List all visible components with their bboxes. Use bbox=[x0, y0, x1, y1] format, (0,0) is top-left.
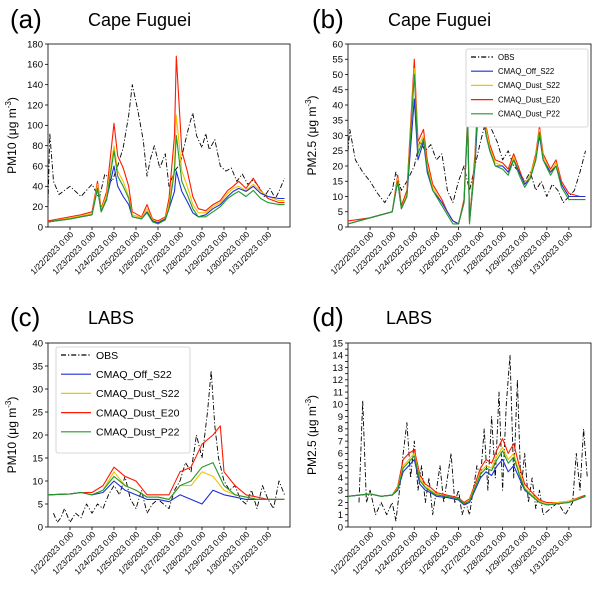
y-tick-label: 5 bbox=[38, 499, 43, 510]
legend-label: CMAQ_Dust_S22 bbox=[96, 388, 180, 400]
y-tick-label: 80 bbox=[32, 141, 43, 152]
legend-label: OBS bbox=[96, 350, 118, 362]
y-tick-label: 40 bbox=[32, 338, 43, 349]
y-tick-label: 20 bbox=[332, 161, 343, 172]
y-tick-label: 60 bbox=[32, 161, 43, 172]
y-tick-label: 11 bbox=[333, 387, 343, 398]
y-tick-label: 4 bbox=[338, 473, 343, 484]
y-axis-label: PM2.5 (μg m-3) bbox=[304, 395, 319, 475]
legend-label: CMAQ_Off_S22 bbox=[96, 369, 172, 381]
y-axis-label: PM2.5 (μg m-3) bbox=[304, 95, 319, 175]
y-tick-label: 40 bbox=[332, 100, 343, 111]
legend-label: CMAQ_Dust_P22 bbox=[498, 110, 560, 119]
series-cmaq-dust-e20 bbox=[48, 425, 285, 500]
panel-label: (d) bbox=[312, 302, 344, 332]
series-cmaq-dust-p22 bbox=[48, 134, 285, 225]
panel-title: Cape Fuguei bbox=[388, 10, 491, 30]
legend-box bbox=[55, 346, 191, 454]
y-tick-label: 30 bbox=[32, 384, 43, 395]
y-tick-label: 160 bbox=[27, 60, 43, 71]
y-tick-label: 55 bbox=[332, 55, 343, 66]
y-tick-label: 13 bbox=[332, 363, 343, 374]
series-cmaq-off-s22 bbox=[48, 480, 285, 505]
y-tick-label: 14 bbox=[332, 351, 343, 362]
series-cmaq-dust-e20 bbox=[348, 438, 586, 504]
y-axis-label: PM10 (μg m-3) bbox=[4, 397, 19, 474]
legend-label: CMAQ_Dust_E20 bbox=[498, 95, 561, 104]
series-cmaq-dust-s22 bbox=[348, 446, 586, 505]
y-tick-label: 30 bbox=[332, 131, 343, 142]
y-tick-label: 0 bbox=[38, 222, 43, 233]
legend-label: CMAQ_Dust_S22 bbox=[498, 81, 560, 90]
legend-label: CMAQ_Off_S22 bbox=[498, 67, 554, 76]
y-tick-label: 140 bbox=[27, 80, 43, 91]
y-tick-label: 10 bbox=[332, 400, 343, 411]
y-tick-label: 20 bbox=[32, 430, 43, 441]
series-cmaq-off-s22 bbox=[348, 458, 586, 506]
y-tick-label: 1 bbox=[338, 510, 343, 521]
panel-label: (b) bbox=[312, 4, 344, 34]
y-tick-label: 180 bbox=[27, 39, 43, 50]
y-tick-label: 0 bbox=[38, 522, 43, 533]
y-tick-label: 8 bbox=[338, 424, 343, 435]
legend-box bbox=[465, 48, 589, 128]
y-tick-label: 15 bbox=[32, 453, 43, 464]
y-tick-label: 25 bbox=[332, 146, 343, 157]
y-tick-label: 0 bbox=[338, 522, 343, 533]
y-tick-label: 9 bbox=[338, 412, 343, 423]
series-obs bbox=[358, 354, 588, 522]
legend-label: CMAQ_Dust_P22 bbox=[96, 427, 180, 439]
y-tick-label: 20 bbox=[32, 202, 43, 213]
y-tick-label: 35 bbox=[332, 116, 343, 127]
y-tick-label: 35 bbox=[32, 361, 43, 372]
y-tick-label: 6 bbox=[338, 449, 343, 460]
y-tick-label: 45 bbox=[332, 85, 343, 96]
y-tick-label: 7 bbox=[338, 436, 343, 447]
y-tick-label: 5 bbox=[338, 207, 343, 218]
y-tick-label: 3 bbox=[338, 486, 343, 497]
series-obs bbox=[348, 119, 586, 204]
y-tick-label: 15 bbox=[332, 177, 343, 188]
y-tick-label: 120 bbox=[27, 100, 43, 111]
panel-1: (b) Cape Fuguei 0 5 10 15 20 25 30 35 40 45 50 55 60 PM… bbox=[304, 4, 592, 277]
series-cmaq-dust-s22 bbox=[48, 114, 285, 223]
y-tick-label: 12 bbox=[332, 375, 343, 386]
panel-title: LABS bbox=[386, 308, 432, 328]
panel-label: (a) bbox=[10, 4, 42, 34]
series-obs bbox=[53, 370, 285, 523]
y-tick-label: 2 bbox=[338, 498, 343, 509]
series-obs bbox=[48, 84, 285, 205]
legend-label: OBS bbox=[498, 53, 514, 62]
y-tick-label: 25 bbox=[32, 407, 43, 418]
legend: OBS CMAQ_Off_S22 CMAQ_Dust_S22 CMAQ_Dust_E2… bbox=[465, 48, 589, 128]
y-tick-label: 10 bbox=[332, 192, 343, 203]
y-tick-label: 40 bbox=[32, 182, 43, 193]
legend-label: CMAQ_Dust_E20 bbox=[96, 407, 180, 419]
panel-0: (a) Cape Fuguei 0 20 40 60 80 100 120 140 160 180 PM… bbox=[4, 4, 291, 277]
y-tick-label: 50 bbox=[332, 70, 343, 81]
legend: OBS CMAQ_Off_S22 CMAQ_Dust_S22 CMAQ_Dust_E2… bbox=[55, 346, 191, 454]
series-cmaq-dust-e20 bbox=[48, 55, 285, 222]
y-tick-label: 10 bbox=[32, 476, 43, 487]
series-cmaq-dust-p22 bbox=[348, 450, 586, 506]
panel-title: LABS bbox=[88, 308, 134, 328]
y-tick-label: 100 bbox=[27, 121, 43, 132]
series-cmaq-dust-p22 bbox=[48, 462, 285, 500]
y-tick-label: 5 bbox=[338, 461, 343, 472]
panel-label: (c) bbox=[10, 302, 40, 332]
y-axis-label: PM10 (μg m-3) bbox=[4, 97, 19, 174]
panel-title: Cape Fuguei bbox=[88, 10, 191, 30]
y-tick-label: 60 bbox=[332, 39, 343, 50]
y-tick-label: 0 bbox=[338, 222, 343, 233]
plot-frame bbox=[47, 43, 291, 228]
y-tick-label: 15 bbox=[332, 338, 343, 349]
